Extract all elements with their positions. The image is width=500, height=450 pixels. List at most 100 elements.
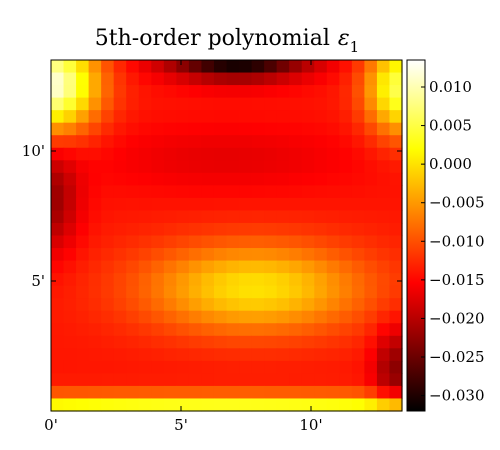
- heatmap-cell: [239, 135, 253, 149]
- heatmap-cell: [151, 97, 165, 111]
- heatmap-cell: [264, 135, 278, 149]
- heatmap-cell: [289, 385, 303, 400]
- heatmap-cell: [113, 273, 127, 287]
- heatmap-cell: [389, 210, 403, 224]
- heatmap-cell: [213, 235, 228, 249]
- heatmap-cell: [76, 110, 90, 124]
- heatmap-cell: [88, 172, 102, 186]
- heatmap-cell: [376, 323, 391, 337]
- heatmap-cell: [126, 285, 140, 299]
- heatmap-cell: [289, 373, 303, 387]
- heatmap-cell: [389, 385, 403, 400]
- heatmap-cell: [276, 385, 290, 400]
- heatmap-cell: [289, 185, 303, 199]
- heatmap-cell: [326, 248, 340, 262]
- heatmap-cell: [176, 310, 190, 324]
- heatmap-cell: [251, 197, 265, 212]
- heatmap-cell: [163, 222, 177, 237]
- heatmap-cell: [138, 235, 152, 249]
- heatmap-cell: [226, 398, 240, 412]
- heatmap-cell: [213, 348, 228, 362]
- heatmap-cell: [126, 110, 140, 124]
- heatmap-cell: [188, 85, 203, 99]
- heatmap-cell: [314, 235, 328, 249]
- heatmap-cell: [276, 348, 290, 362]
- heatmap-cell: [389, 260, 403, 274]
- heatmap-cell: [389, 147, 403, 161]
- heatmap-cell: [63, 335, 77, 349]
- heatmap-cell: [76, 323, 90, 337]
- heatmap-cell: [176, 298, 190, 312]
- heatmap-cell: [188, 260, 203, 274]
- heatmap-cell: [276, 360, 290, 374]
- heatmap-cell: [326, 135, 340, 149]
- heatmap-cell: [201, 335, 215, 349]
- heatmap-cell: [101, 147, 115, 161]
- heatmap-cell: [314, 135, 328, 149]
- heatmap-cell: [289, 398, 303, 412]
- heatmap-cell: [201, 273, 215, 287]
- heatmap-cell: [376, 248, 391, 262]
- heatmap-cell: [138, 72, 152, 86]
- heatmap-cell: [326, 197, 340, 212]
- heatmap-cell: [176, 348, 190, 362]
- heatmap-cell: [88, 273, 102, 287]
- heatmap-cell: [351, 110, 365, 124]
- heatmap-cell: [301, 298, 315, 312]
- heatmap-cell: [276, 185, 290, 199]
- heatmap-cell: [364, 122, 378, 136]
- heatmap-cell: [264, 185, 278, 199]
- heatmap-cell: [213, 323, 228, 337]
- heatmap-cell: [226, 348, 240, 362]
- heatmap-cell: [176, 210, 190, 224]
- heatmap-cell: [101, 122, 115, 136]
- heatmap-cell: [151, 60, 165, 74]
- y-axis-ticks: 5' 10': [22, 142, 402, 290]
- heatmap-cell: [389, 97, 403, 111]
- heatmap-cell: [126, 323, 140, 337]
- heatmap-cell: [351, 185, 365, 199]
- heatmap-cell: [163, 147, 177, 161]
- heatmap-cell: [101, 60, 115, 74]
- heatmap-cell: [226, 122, 240, 136]
- heatmap-cell: [389, 122, 403, 136]
- heatmap-cell: [51, 72, 65, 86]
- heatmap-cell: [314, 248, 328, 262]
- heatmap-cell: [88, 248, 102, 262]
- heatmap-cell: [251, 348, 265, 362]
- heatmap-cell: [389, 85, 403, 99]
- heatmap-cell: [76, 273, 90, 287]
- heatmap-cell: [276, 72, 290, 86]
- heatmap-cell: [101, 85, 115, 99]
- heatmap-cell: [351, 398, 365, 412]
- heatmap-cell: [63, 298, 77, 312]
- heatmap-cell: [51, 348, 65, 362]
- heatmap-cell: [151, 360, 165, 374]
- heatmap-cell: [188, 197, 203, 212]
- heatmap-cell: [364, 310, 378, 324]
- heatmap-cell: [113, 222, 127, 237]
- heatmap-cell: [201, 185, 215, 199]
- heatmap-cell: [339, 360, 353, 374]
- heatmap-cell: [163, 323, 177, 337]
- heatmap-cell: [138, 147, 152, 161]
- heatmap-cell: [88, 323, 102, 337]
- heatmap-cell: [163, 135, 177, 149]
- heatmap-cell: [113, 398, 127, 412]
- heatmap-cell: [239, 97, 253, 111]
- heatmap-cell: [289, 72, 303, 86]
- colorbar-tick-label: −0.030: [429, 387, 485, 405]
- heatmap-cell: [251, 135, 265, 149]
- heatmap-cell: [264, 122, 278, 136]
- heatmap-cell: [301, 160, 315, 174]
- y-tick-label: 10': [22, 142, 45, 160]
- heatmap-cell: [264, 197, 278, 212]
- heatmap-cell: [101, 360, 115, 374]
- heatmap-cell: [138, 97, 152, 111]
- heatmap-cell: [376, 160, 391, 174]
- heatmap-cell: [188, 398, 203, 412]
- heatmap-cell: [264, 222, 278, 237]
- heatmap-cell: [88, 122, 102, 136]
- heatmap-cell: [389, 110, 403, 124]
